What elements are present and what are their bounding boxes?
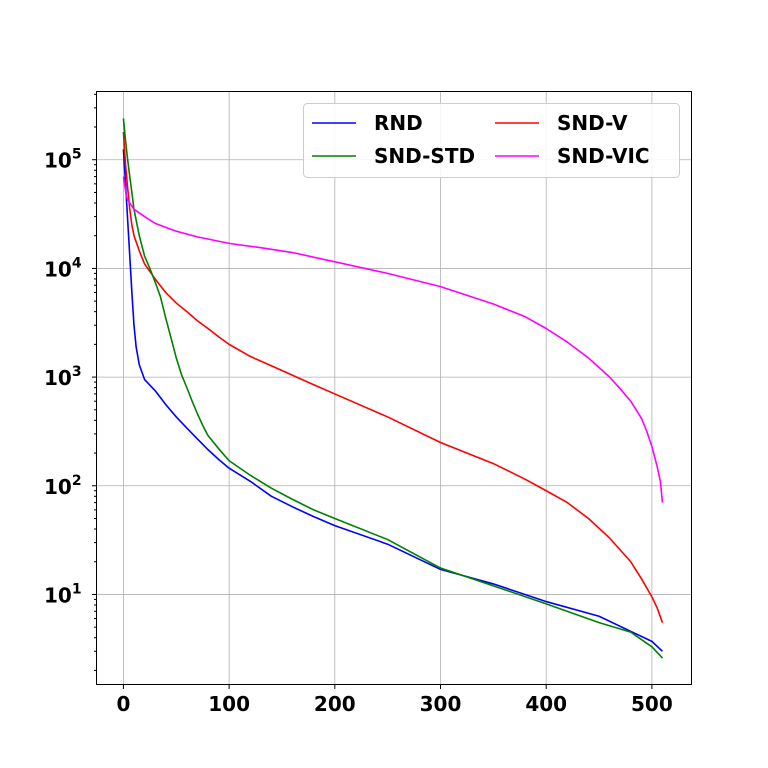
series-line-snd-vic bbox=[122, 176, 664, 503]
y-tick-label: 105 bbox=[44, 147, 82, 173]
y-tick-exponent: 1 bbox=[72, 581, 82, 597]
x-tick-label: 200 bbox=[314, 692, 356, 716]
y-tick-label: 101 bbox=[44, 581, 82, 607]
y-tick-exponent: 4 bbox=[72, 255, 82, 271]
series-line-snd-std bbox=[122, 118, 664, 659]
y-tick-base: 10 bbox=[44, 583, 72, 607]
y-tick-exponent: 3 bbox=[72, 364, 82, 380]
y-tick-base: 10 bbox=[44, 149, 72, 173]
y-tick-base: 10 bbox=[44, 366, 72, 390]
x-tick-label: 500 bbox=[631, 692, 673, 716]
y-tick-exponent: 2 bbox=[72, 473, 82, 489]
y-tick-label: 103 bbox=[44, 364, 82, 390]
y-tick-label: 104 bbox=[44, 255, 82, 281]
y-tick-label: 102 bbox=[44, 473, 82, 499]
y-tick-exponent: 5 bbox=[72, 147, 82, 163]
legend: RND SND-V SND-STD SND-VIC bbox=[303, 103, 680, 178]
x-tick-label: 100 bbox=[208, 692, 250, 716]
legend-label: RND bbox=[374, 111, 423, 135]
x-tick-label: 400 bbox=[525, 692, 567, 716]
series-line-snd-v bbox=[122, 131, 664, 623]
legend-label: SND-STD bbox=[374, 144, 475, 168]
x-tick-label: 300 bbox=[420, 692, 462, 716]
legend-label: SND-V bbox=[557, 111, 628, 135]
y-tick-base: 10 bbox=[44, 475, 72, 499]
plot-lines bbox=[122, 118, 664, 659]
x-tick-label: 0 bbox=[116, 692, 130, 716]
y-tick-base: 10 bbox=[44, 257, 72, 281]
legend-label: SND-VIC bbox=[557, 144, 650, 168]
legend-box bbox=[303, 103, 680, 178]
